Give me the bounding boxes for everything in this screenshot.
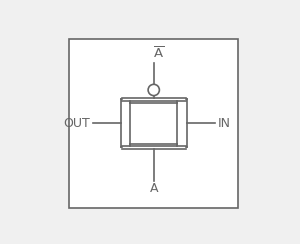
- Text: OUT: OUT: [63, 117, 90, 130]
- Text: $\overline{\mathrm{A}}$: $\overline{\mathrm{A}}$: [154, 46, 164, 61]
- Text: A: A: [149, 183, 158, 195]
- Text: IN: IN: [218, 117, 231, 130]
